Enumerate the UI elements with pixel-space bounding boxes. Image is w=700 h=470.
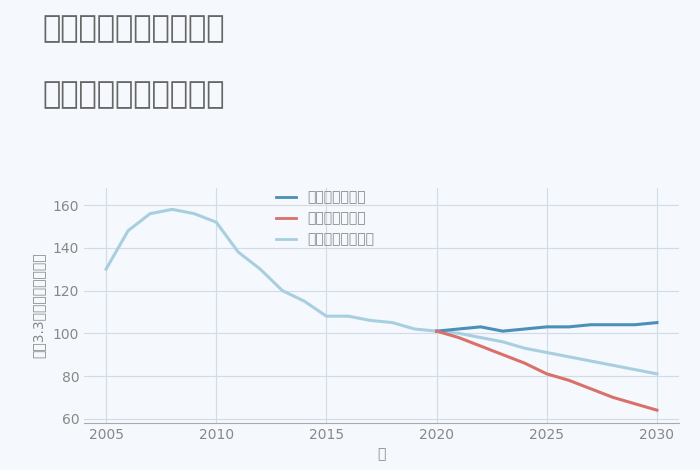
Y-axis label: 平（3.3㎡）単価（万円）: 平（3.3㎡）単価（万円）: [32, 253, 46, 358]
Text: 中古戸建ての価格推移: 中古戸建ての価格推移: [42, 80, 225, 109]
Text: 奈良県生駒市門前町の: 奈良県生駒市門前町の: [42, 14, 225, 43]
X-axis label: 年: 年: [377, 447, 386, 462]
Legend: グッドシナリオ, バッドシナリオ, ノーマルシナリオ: グッドシナリオ, バッドシナリオ, ノーマルシナリオ: [276, 190, 374, 246]
